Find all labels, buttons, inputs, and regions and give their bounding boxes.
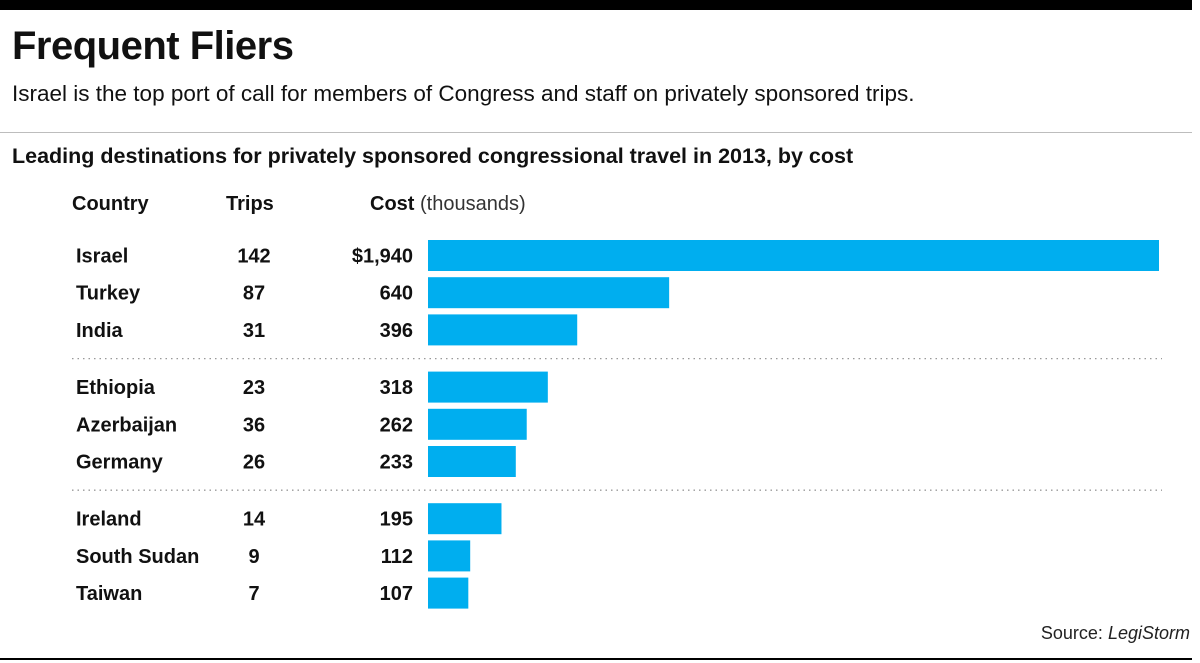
bar: [428, 540, 471, 572]
source-name: LegiStorm: [1107, 623, 1190, 643]
data-label: 195: [380, 509, 413, 531]
trips-value: 9: [248, 546, 259, 568]
trips-value: 31: [243, 320, 265, 342]
source-note: Source: LegiStorm: [1041, 620, 1190, 646]
trips-value: 26: [243, 452, 265, 474]
category-label: Azerbaijan: [76, 414, 177, 436]
bar: [428, 503, 502, 535]
column-header-cost-label: Cost: [370, 193, 415, 215]
category-label: Germany: [76, 452, 164, 474]
data-label: 262: [380, 414, 413, 436]
category-label: Turkey: [76, 283, 141, 305]
column-header-country-label: Country: [72, 193, 149, 215]
bar: [428, 446, 516, 477]
trips-value: 87: [243, 283, 265, 305]
bar: [428, 277, 670, 309]
column-header-cost: Cost (thousands): [370, 190, 526, 218]
trips-value: 142: [237, 246, 270, 268]
category-label: Israel: [76, 246, 128, 268]
column-header-trips-label: Trips: [226, 193, 274, 215]
chart-title: Leading destinations for privately spons…: [12, 144, 854, 168]
bar: [428, 408, 527, 440]
data-label: 112: [381, 546, 413, 568]
column-header-trips: Trips: [226, 190, 274, 218]
bottom-rule: [0, 658, 1192, 660]
data-label: 396: [380, 320, 413, 342]
category-label: Ethiopia: [76, 377, 156, 399]
trips-value: 36: [243, 414, 265, 436]
category-label: India: [76, 320, 124, 342]
category-label: Ireland: [76, 509, 142, 531]
data-label: 107: [380, 583, 413, 605]
data-label: $1,940: [352, 246, 413, 268]
trips-value: 7: [248, 583, 259, 605]
page-subtitle: Israel is the top port of call for membe…: [12, 81, 915, 106]
category-label: South Sudan: [76, 546, 199, 568]
bar: [428, 240, 1159, 271]
data-label: 640: [380, 283, 413, 305]
data-label: 318: [380, 377, 413, 399]
section-divider: [0, 132, 1192, 133]
page-title: Frequent Fliers: [12, 24, 294, 68]
trips-value: 14: [243, 509, 266, 531]
column-header-country: Country: [72, 190, 149, 218]
bar: [428, 371, 548, 403]
bar: [428, 577, 469, 609]
trips-value: 23: [243, 377, 265, 399]
data-label: 233: [380, 452, 413, 474]
column-header-cost-unit: (thousands): [420, 193, 526, 215]
category-label: Taiwan: [76, 583, 142, 605]
top-rule: [0, 0, 1192, 10]
bar: [428, 314, 578, 346]
source-label: Source:: [1040, 623, 1103, 643]
